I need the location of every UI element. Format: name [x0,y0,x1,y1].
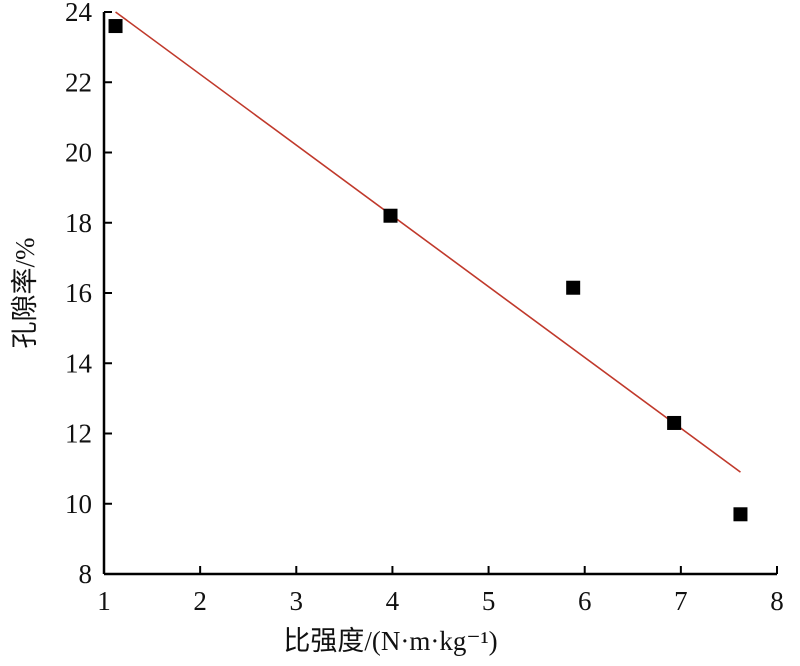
data-point [733,507,748,522]
y-axis-title: 孔隙率/% [10,238,40,349]
x-tick-label: 4 [386,586,400,616]
x-tick-label: 7 [674,586,688,616]
plot-frame [102,12,777,576]
y-tick-label: 8 [79,559,93,589]
x-tick-label: 8 [770,586,784,616]
y-tick-label: 24 [65,0,93,27]
data-point [566,280,581,295]
x-tick-label: 6 [578,586,592,616]
x-axis-title: 比强度/(N·m·kg⁻¹) [283,626,497,656]
x-axis-ticks: 1 2 3 4 5 6 7 8 [97,566,784,616]
y-tick-label: 22 [65,67,92,97]
trendline [115,11,741,473]
data-points [108,19,748,522]
x-tick-label: 3 [290,586,304,616]
x-tick-label: 2 [193,586,207,616]
data-point [383,208,398,223]
y-tick-label: 16 [65,278,92,308]
data-point [667,415,682,430]
y-tick-label: 10 [65,489,92,519]
trendline-group [115,11,741,473]
y-tick-label: 18 [65,208,92,238]
x-tick-label: 5 [482,586,496,616]
y-axis-ticks: 8 10 12 14 16 18 20 22 24 [65,0,112,589]
y-tick-label: 12 [65,419,92,449]
x-tick-label: 1 [97,586,111,616]
y-tick-label: 14 [65,348,93,378]
data-point [108,19,123,34]
y-tick-label: 20 [65,138,92,168]
